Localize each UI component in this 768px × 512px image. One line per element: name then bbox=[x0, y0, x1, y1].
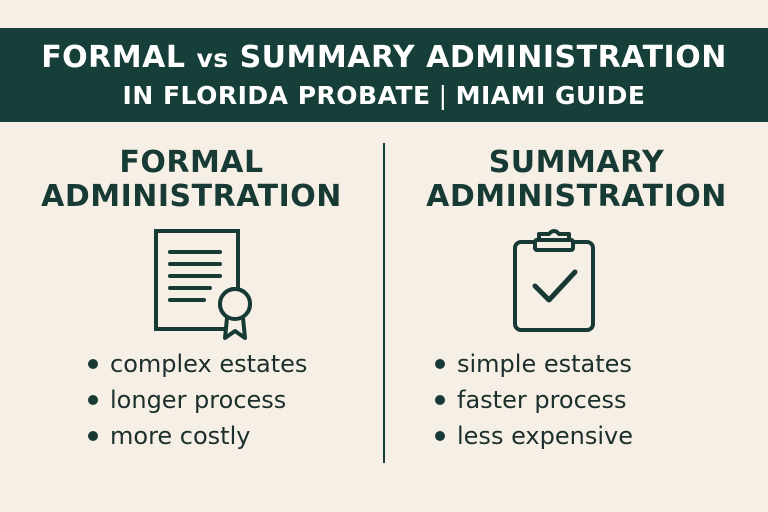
summary-icon-area bbox=[385, 226, 768, 346]
summary-title-line1: SUMMARY bbox=[488, 145, 665, 180]
column-divider bbox=[383, 143, 385, 463]
subtitle-guide: MIAMI GUIDE bbox=[455, 81, 646, 110]
title-formal: FORMAL bbox=[41, 40, 186, 75]
formal-title-line2: ADMINISTRATION bbox=[41, 179, 342, 214]
page-title: FORMAL vs SUMMARY ADMINISTRATION bbox=[0, 40, 768, 75]
list-item: longer process bbox=[88, 382, 307, 418]
summary-title: SUMMARY ADMINISTRATION bbox=[385, 146, 768, 214]
summary-bullet-list: simple estates faster process less expen… bbox=[435, 346, 633, 454]
subtitle-separator: | bbox=[438, 81, 448, 110]
subtitle-location: IN FLORIDA PROBATE bbox=[122, 81, 431, 110]
page-subtitle: IN FLORIDA PROBATE | MIAMI GUIDE bbox=[0, 81, 768, 110]
formal-column: FORMAL ADMINISTRATION complex estates lo… bbox=[0, 146, 383, 451]
title-summary: SUMMARY ADMINISTRATION bbox=[239, 40, 727, 75]
formal-title-line1: FORMAL bbox=[119, 145, 264, 180]
formal-bullet-list: complex estates longer process more cost… bbox=[88, 346, 307, 454]
summary-column: SUMMARY ADMINISTRATION simple estates fa… bbox=[385, 146, 768, 451]
formal-icon-area bbox=[0, 226, 383, 346]
summary-title-line2: ADMINISTRATION bbox=[426, 179, 727, 214]
list-item: simple estates bbox=[435, 346, 633, 382]
header-banner: FORMAL vs SUMMARY ADMINISTRATION IN FLOR… bbox=[0, 28, 768, 122]
list-item: less expensive bbox=[435, 418, 633, 454]
title-vs: vs bbox=[196, 44, 229, 73]
formal-title: FORMAL ADMINISTRATION bbox=[0, 146, 383, 214]
list-item: faster process bbox=[435, 382, 633, 418]
clipboard-check-icon bbox=[513, 229, 595, 332]
list-item: more costly bbox=[88, 418, 307, 454]
certificate-document-icon bbox=[154, 229, 252, 340]
list-item: complex estates bbox=[88, 346, 307, 382]
